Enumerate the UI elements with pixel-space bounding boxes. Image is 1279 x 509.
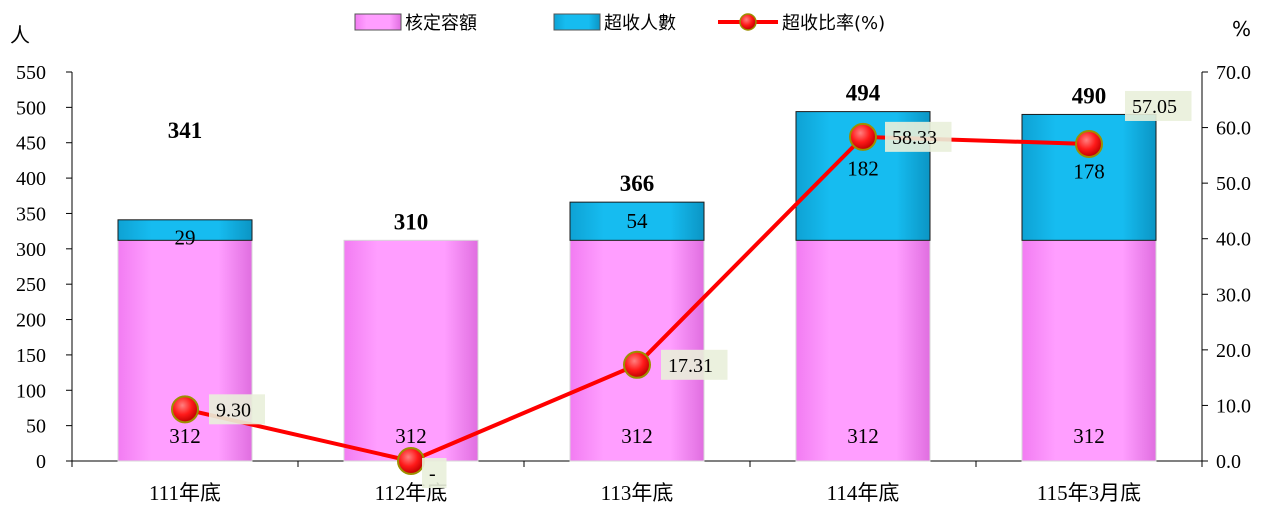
rate-marker <box>397 447 425 475</box>
rate-label: - <box>429 463 436 485</box>
left-tick-label: 250 <box>16 274 46 296</box>
right-tick-label: 30.0 <box>1216 284 1251 306</box>
bar-total-label: 490 <box>1072 83 1107 108</box>
rate-marker <box>171 395 199 424</box>
bar-base-label: 312 <box>395 424 427 448</box>
x-tick-label: 113年底 <box>601 481 674 505</box>
left-tick-label: 300 <box>16 239 46 261</box>
left-tick-label: 400 <box>16 168 46 190</box>
rate-marker <box>1075 129 1103 158</box>
rate-label-box <box>1125 90 1192 121</box>
left-tick-label: 450 <box>16 133 46 155</box>
rate-label-box <box>661 349 728 380</box>
legend-marker-rate <box>739 13 757 31</box>
left-tick-label: 50 <box>26 416 46 438</box>
left-axis-unit: 人 <box>10 23 30 47</box>
bar-base-label: 312 <box>621 424 653 448</box>
left-tick-label: 200 <box>16 310 46 332</box>
legend-label-base: 核定容額 <box>405 13 477 34</box>
x-tick-label: 115年3月底 <box>1037 481 1141 505</box>
right-tick-label: 40.0 <box>1216 229 1251 251</box>
bar-over <box>569 201 705 241</box>
legend: 核定容額 超收人數 超收比率(%) <box>354 13 885 34</box>
rate-label: 9.30 <box>216 399 251 421</box>
rate-label-box <box>209 394 265 425</box>
left-tick-label: 350 <box>16 203 46 225</box>
rate-marker <box>623 350 651 379</box>
rate-label: 57.05 <box>1132 96 1177 118</box>
bar-total-label: 310 <box>394 209 429 234</box>
bar-over-label: 54 <box>627 209 649 233</box>
right-tick-label: 50.0 <box>1216 173 1251 195</box>
right-axis-unit: % <box>1232 17 1251 41</box>
bar-over-label: 178 <box>1073 159 1105 183</box>
right-tick-label: 20.0 <box>1216 340 1251 362</box>
bar-base-label: 312 <box>847 424 879 448</box>
left-tick-label: 500 <box>16 97 46 119</box>
bar-over-label: 182 <box>847 157 879 181</box>
right-tick-label: 0.0 <box>1216 451 1241 473</box>
right-tick-label: 60.0 <box>1216 118 1251 140</box>
left-tick-label: 100 <box>16 380 46 402</box>
bar-total-label: 341 <box>168 118 203 143</box>
bar-over <box>117 219 253 241</box>
segment-labels: 312 29 312 312 54 312 182 312 178 <box>169 157 1105 448</box>
bar-base <box>1021 239 1157 462</box>
left-tick-label: 0 <box>36 451 46 473</box>
bar-over-label: 29 <box>175 225 196 249</box>
bars <box>117 111 1157 462</box>
rate-labels: 9.30 - 17.31 58.33 57.05 <box>209 90 1192 488</box>
bar-base-label: 312 <box>1073 424 1105 448</box>
rate-label: 58.33 <box>892 127 937 149</box>
right-tick-label: 10.0 <box>1216 395 1251 417</box>
legend-label-over: 超收人數 <box>604 13 676 34</box>
bar-base <box>343 239 479 462</box>
legend-label-rate: 超收比率(%) <box>782 13 885 34</box>
axes: 0 50 100 150 200 250 300 350 400 450 500 550 0.0 10.0… <box>16 62 1251 505</box>
left-tick-label: 150 <box>16 345 46 367</box>
bar-total-label: 494 <box>846 81 881 106</box>
legend-swatch-over <box>553 13 601 31</box>
rate-label-box <box>885 121 952 152</box>
x-tick-label: 114年底 <box>827 481 900 505</box>
total-labels: 341 310 366 494 490 <box>168 81 1107 235</box>
bar-base-label: 312 <box>169 424 201 448</box>
left-tick-label: 550 <box>16 62 46 84</box>
rate-label-box <box>422 458 447 488</box>
bar-base <box>795 239 931 462</box>
rate-label: 17.31 <box>668 355 713 377</box>
right-tick-label: 70.0 <box>1216 62 1251 84</box>
x-tick-label: 111年底 <box>149 481 221 505</box>
bar-total-label: 366 <box>620 171 655 196</box>
rate-marker <box>849 122 877 151</box>
legend-swatch-base <box>354 13 402 31</box>
